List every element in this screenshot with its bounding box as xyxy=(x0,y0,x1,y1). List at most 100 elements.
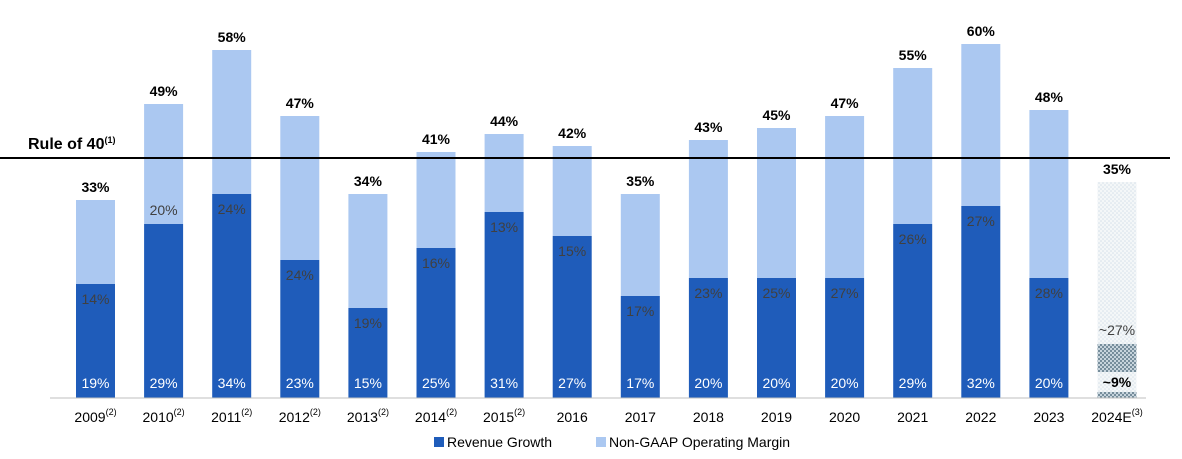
bar-revenue-2020 xyxy=(825,278,865,398)
revenue-label-2009: 19% xyxy=(81,375,109,391)
x-tick-footnote-2013: (2) xyxy=(378,407,389,417)
total-label-2022: 60% xyxy=(967,23,996,39)
margin-label-2019: 25% xyxy=(762,285,790,301)
x-tick-text-2022: 2022 xyxy=(965,409,996,425)
bars-layer xyxy=(76,44,1137,398)
x-tick-text-2021: 2021 xyxy=(897,409,928,425)
legend-label-margin: Non-GAAP Operating Margin xyxy=(609,434,790,450)
bar-margin-2019 xyxy=(757,128,796,278)
margin-label-2017: 17% xyxy=(626,303,654,319)
bar-revenue-2012 xyxy=(280,260,320,398)
bar-revenue-2021 xyxy=(893,224,933,398)
x-tick-2018: 2018 xyxy=(693,409,724,425)
revenue-label-2013: 15% xyxy=(354,375,382,391)
legend-label-revenue: Revenue Growth xyxy=(447,434,552,450)
total-label-2024E: 35% xyxy=(1103,161,1132,177)
x-tick-2021: 2021 xyxy=(897,409,928,425)
total-label-2019: 45% xyxy=(762,107,791,123)
x-tick-footnote-2012: (2) xyxy=(310,407,321,417)
revenue-label-2014: 25% xyxy=(422,375,450,391)
x-tick-footnote-2015: (2) xyxy=(514,407,525,417)
x-tick-footnote-2011: (2) xyxy=(241,407,252,417)
x-tick-2011: 2011(2) xyxy=(211,407,252,425)
bar-margin-2011 xyxy=(212,50,252,194)
x-tick-text-2018: 2018 xyxy=(693,409,724,425)
bar-margin-2022 xyxy=(961,44,1001,206)
x-tick-2010: 2010(2) xyxy=(143,407,185,425)
total-label-2023: 48% xyxy=(1035,89,1064,105)
bar-revenue-2009 xyxy=(76,284,115,398)
total-label-2017: 35% xyxy=(626,173,655,189)
bar-margin-2009 xyxy=(76,200,115,284)
bar-revenue-2011 xyxy=(212,194,252,398)
x-tick-2009: 2009(2) xyxy=(74,407,116,425)
x-tick-text-2019: 2019 xyxy=(761,409,792,425)
bar-margin-2020 xyxy=(825,116,865,278)
revenue-label-2018: 20% xyxy=(694,375,722,391)
margin-label-2013: 19% xyxy=(354,315,382,331)
margin-label-2015: 13% xyxy=(490,219,518,235)
margin-label-2022: 27% xyxy=(967,213,995,229)
legend: Revenue Growth Non-GAAP Operating Margin xyxy=(434,434,790,450)
margin-label-2016: 15% xyxy=(558,243,586,259)
total-label-2018: 43% xyxy=(694,119,723,135)
x-tick-2022: 2022 xyxy=(965,409,996,425)
x-tick-text-2009: 2009 xyxy=(74,409,105,425)
x-tick-2014: 2014(2) xyxy=(415,407,457,425)
bar-revenue-2023 xyxy=(1029,278,1069,398)
total-label-2015: 44% xyxy=(490,113,519,129)
total-label-2010: 49% xyxy=(150,83,179,99)
labels-layer: 33% 14% 19% 49% 20% 29% 58% 24% 34% 47% 24% 23% 34% 1… xyxy=(81,23,1135,391)
x-tick-2019: 2019 xyxy=(761,409,792,425)
bar-margin-2012 xyxy=(280,116,320,260)
margin-label-2012: 24% xyxy=(286,267,314,283)
margin-label-2020: 27% xyxy=(831,285,859,301)
x-tick-2023: 2023 xyxy=(1033,409,1064,425)
revenue-label-2017: 17% xyxy=(626,375,654,391)
revenue-label-2022: 32% xyxy=(967,375,995,391)
bar-revenue-2022 xyxy=(961,206,1001,398)
bar-revenue-2016 xyxy=(552,236,592,398)
margin-label-2018: 23% xyxy=(694,285,722,301)
margin-label-2024E: ~27% xyxy=(1099,322,1135,338)
revenue-label-2019: 20% xyxy=(762,375,790,391)
total-label-2012: 47% xyxy=(286,95,315,111)
revenue-label-2021: 29% xyxy=(899,375,927,391)
bar-revenue-2015 xyxy=(484,212,524,398)
x-tick-text-2017: 2017 xyxy=(625,409,656,425)
revenue-label-2015: 31% xyxy=(490,375,518,391)
rule-of-40-footnote: (1) xyxy=(104,135,115,145)
bar-margin-2016 xyxy=(552,146,592,236)
bar-revenue-base-2024E xyxy=(1097,392,1137,398)
total-label-2020: 47% xyxy=(831,95,860,111)
x-tick-text-2016: 2016 xyxy=(557,409,588,425)
x-tick-footnote-2024E: (3) xyxy=(1132,407,1143,417)
bar-margin-2018 xyxy=(688,140,728,278)
revenue-label-2011: 34% xyxy=(218,375,246,391)
margin-label-2011: 24% xyxy=(218,201,246,217)
x-tick-text-2023: 2023 xyxy=(1033,409,1064,425)
revenue-label-2023: 20% xyxy=(1035,375,1063,391)
x-tick-text-2015: 2015 xyxy=(483,409,514,425)
margin-label-2021: 26% xyxy=(899,231,927,247)
rule-of-40-label: Rule of 40(1) xyxy=(28,135,115,153)
total-label-2011: 58% xyxy=(218,29,247,45)
bar-margin-2010 xyxy=(144,104,184,224)
margin-label-2010: 20% xyxy=(150,202,178,218)
total-label-2009: 33% xyxy=(81,179,110,195)
bar-margin-2023 xyxy=(1029,110,1069,278)
x-tick-text-2012: 2012 xyxy=(279,409,310,425)
legend-swatch-revenue xyxy=(434,437,444,447)
bar-revenue-2013 xyxy=(348,308,388,398)
margin-label-2009: 14% xyxy=(81,291,109,307)
x-tick-footnote-2014: (2) xyxy=(446,407,457,417)
total-label-2014: 41% xyxy=(422,131,451,147)
x-tick-2015: 2015(2) xyxy=(483,407,525,425)
revenue-label-2016: 27% xyxy=(558,375,586,391)
rule-of-40-label-text: Rule of 40 xyxy=(28,136,105,153)
x-tick-text-2024E: 2024E xyxy=(1091,409,1131,425)
x-tick-2012: 2012(2) xyxy=(279,407,321,425)
revenue-label-2024E: ~9% xyxy=(1103,374,1132,390)
bar-revenue-2014 xyxy=(416,248,456,398)
